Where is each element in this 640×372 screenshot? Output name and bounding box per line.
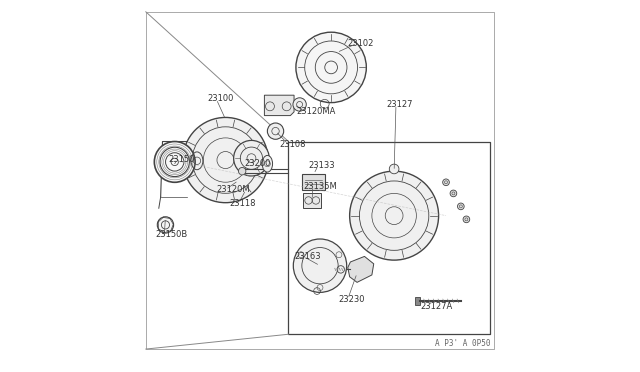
Circle shape: [443, 179, 449, 186]
Text: 23127A: 23127A: [420, 302, 452, 311]
Text: 23102: 23102: [348, 39, 374, 48]
Circle shape: [389, 164, 399, 174]
Ellipse shape: [262, 155, 273, 172]
Text: 23127: 23127: [387, 100, 413, 109]
Polygon shape: [348, 256, 374, 282]
Text: 23230: 23230: [339, 295, 365, 304]
Bar: [302, 174, 325, 190]
Text: 23100: 23100: [207, 94, 234, 103]
Circle shape: [268, 123, 284, 139]
Text: 23200: 23200: [244, 159, 270, 168]
Text: A P3' A 0P50: A P3' A 0P50: [435, 339, 490, 348]
Text: 23133: 23133: [309, 161, 335, 170]
Circle shape: [293, 239, 347, 292]
Circle shape: [349, 171, 438, 260]
Polygon shape: [264, 95, 294, 116]
Circle shape: [450, 190, 457, 197]
Polygon shape: [305, 251, 335, 280]
Text: 23150: 23150: [168, 155, 195, 164]
Circle shape: [458, 203, 464, 210]
Circle shape: [183, 118, 268, 203]
Circle shape: [157, 217, 173, 233]
Circle shape: [234, 140, 269, 176]
Text: 23163: 23163: [294, 252, 321, 261]
Bar: [303, 193, 321, 208]
Text: 23118: 23118: [229, 199, 256, 208]
Text: 23120M: 23120M: [216, 185, 250, 194]
Text: 23120MA: 23120MA: [296, 108, 335, 116]
Circle shape: [154, 141, 195, 182]
Text: 23108: 23108: [279, 140, 306, 149]
Text: 23150B: 23150B: [155, 230, 188, 239]
Polygon shape: [415, 297, 420, 305]
Text: 23135M: 23135M: [303, 182, 337, 190]
Circle shape: [296, 32, 366, 103]
Circle shape: [463, 216, 470, 223]
Circle shape: [293, 98, 307, 111]
Circle shape: [239, 167, 246, 175]
